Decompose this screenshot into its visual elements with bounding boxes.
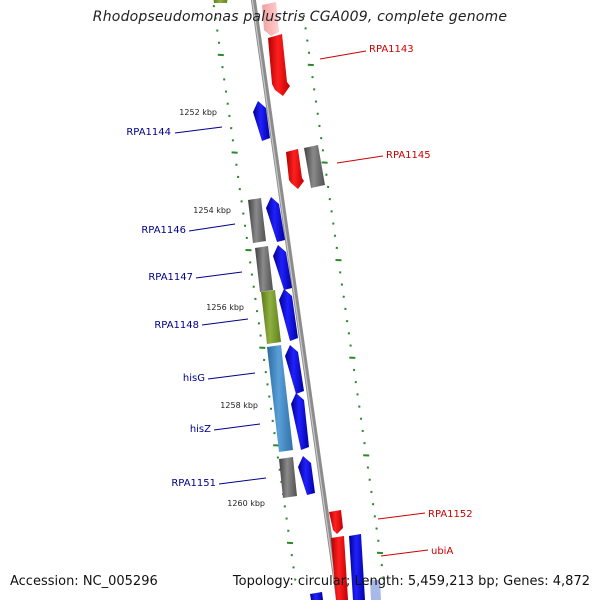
leader-RPA1143: [319, 50, 367, 60]
gene-label-RPA1147: RPA1147: [148, 272, 193, 283]
leader-RPA1148: [201, 318, 249, 326]
leader-RPA1145: [336, 155, 384, 164]
leader-RPA1144: [174, 126, 223, 134]
gene-arrow-RPA1152: [329, 510, 343, 534]
cog-box-green: [261, 290, 281, 344]
leader-ubiA: [380, 549, 429, 557]
map-title: Rhodopseudomonas palustris CGA009, compl…: [92, 9, 508, 25]
gene-arrow-RPA1144: [253, 101, 270, 141]
cog-box-lightblue: [267, 345, 293, 452]
scale-label-1260: 1260 kbp: [227, 499, 265, 508]
gene-label-hisG: hisG: [183, 373, 205, 384]
gene-partial-top-pink: [262, 2, 279, 36]
cog-box-gray-3: [255, 246, 273, 292]
gene-label-RPA1148: RPA1148: [154, 320, 199, 331]
gene-partial-top-green: [213, 0, 228, 3]
leader-lines: [174, 50, 429, 557]
leader-hisZ: [213, 423, 261, 431]
gene-label-RPA1152: RPA1152: [428, 509, 473, 520]
topology-text: Topology: circular; Length: 5,459,213 bp…: [232, 574, 590, 589]
leader-RPA1151: [218, 477, 267, 485]
cog-box-gray-1: [304, 145, 325, 188]
gene-label-RPA1151: RPA1151: [171, 478, 216, 489]
genome-backbone-highlight: [251, 0, 339, 600]
gene-label-RPA1144: RPA1144: [126, 127, 171, 138]
scale-label-1254: 1254 kbp: [193, 206, 231, 215]
scale-label-1258: 1258 kbp: [220, 401, 258, 410]
accession-text: Accession: NC_005296: [10, 574, 158, 589]
gene-label-RPA1146: RPA1146: [141, 225, 186, 236]
cog-box-gray-2: [248, 198, 266, 243]
gene-arrow-RPA1145: [286, 149, 304, 189]
gene-arrow-RPA1147: [273, 245, 292, 290]
scale-labels: 1252 kbp 1254 kbp 1256 kbp 1258 kbp 1260…: [179, 108, 265, 508]
gene-labels: RPA1143 RPA1144 RPA1145 RPA1146 RPA1147 …: [126, 44, 472, 557]
gene-label-hisZ: hisZ: [190, 424, 211, 435]
gene-arrow-RPA1151: [298, 456, 315, 495]
leader-RPA1146: [188, 223, 236, 232]
gene-label-RPA1143: RPA1143: [369, 44, 414, 55]
gene-arrow-RPA1146: [266, 197, 285, 242]
gene-arrow-partial-bottom: [310, 592, 323, 600]
gene-label-ubiA: ubiA: [431, 546, 453, 557]
gene-arrow-red-lower: [331, 536, 348, 600]
leader-RPA1152: [377, 512, 426, 520]
genome-backbone: [250, 0, 342, 600]
scale-label-1252: 1252 kbp: [179, 108, 217, 117]
leader-hisG: [207, 372, 256, 380]
gene-arrow-hisG: [285, 345, 304, 394]
tick-marks: [212, 5, 385, 581]
leader-RPA1147: [195, 271, 243, 279]
gene-arrow-RPA1143: [268, 34, 290, 96]
scale-label-1256: 1256 kbp: [206, 303, 244, 312]
gene-arrow-hisZ: [291, 393, 309, 450]
gene-arrow-ubiA: [349, 534, 365, 600]
gene-arrow-RPA1148: [279, 289, 298, 341]
gene-label-RPA1145: RPA1145: [386, 150, 431, 161]
cog-box-bottom-right: [370, 580, 381, 600]
cog-box-gray-4: [279, 457, 297, 498]
